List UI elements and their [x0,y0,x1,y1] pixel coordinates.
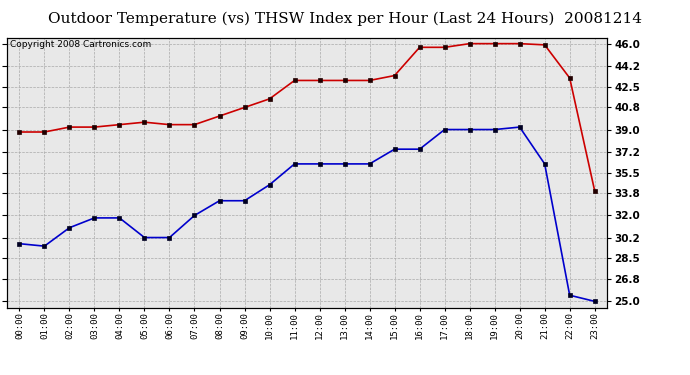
Text: Copyright 2008 Cartronics.com: Copyright 2008 Cartronics.com [10,40,151,49]
Text: Outdoor Temperature (vs) THSW Index per Hour (Last 24 Hours)  20081214: Outdoor Temperature (vs) THSW Index per … [48,11,642,26]
